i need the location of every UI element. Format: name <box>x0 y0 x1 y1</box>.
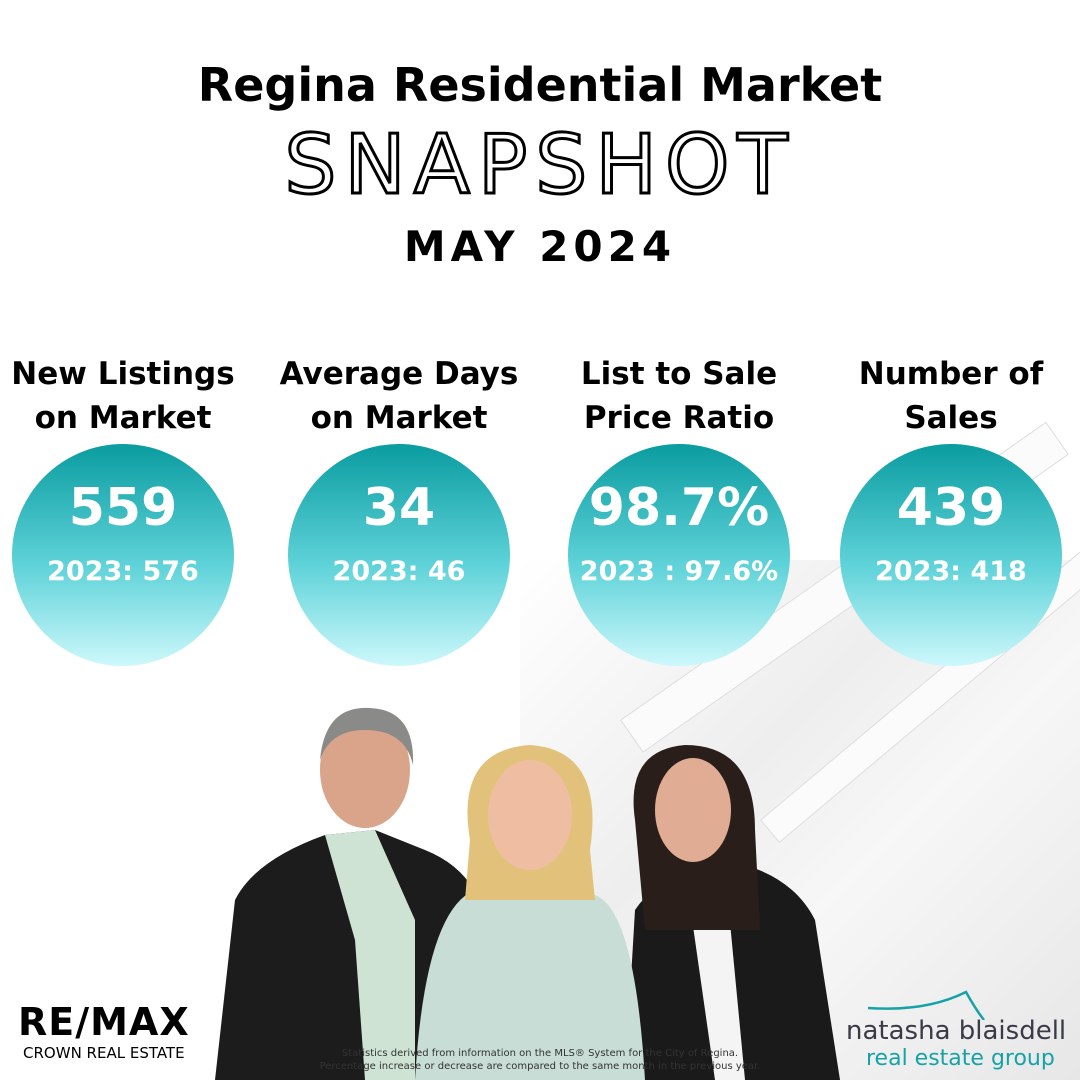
stat-label: Price Ratio <box>583 400 775 436</box>
brand-subtext: real estate group <box>866 1046 1055 1071</box>
stat-circle: 439 2023: 418 <box>840 444 1062 666</box>
disclaimer: Statistics derived from information on t… <box>300 1047 780 1073</box>
disclaimer-line: Percentage increase or decrease are comp… <box>319 1061 761 1072</box>
brand-name: natasha blaisdell <box>846 1016 1067 1046</box>
stat-value: 98.7% <box>588 478 770 538</box>
stat-label: Average Days <box>279 356 519 392</box>
stat-label: New Listings <box>11 356 235 392</box>
stat-label: List to Sale <box>580 356 778 392</box>
remax-logo-subtext: CROWN REAL ESTATE <box>23 1044 185 1062</box>
stat-value: 439 <box>896 478 1006 538</box>
stat-previous: 2023: 576 <box>47 556 199 587</box>
stat-previous: 2023: 418 <box>875 556 1027 587</box>
stat-list-to-sale: List to Sale Price Ratio 98.7% 2023 : 97.6… <box>544 352 814 666</box>
stat-circle: 98.7% 2023 : 97.6% <box>568 444 790 666</box>
report-month: MAY 2024 <box>403 222 677 271</box>
remax-logo-text: RE/MAX <box>18 1000 190 1044</box>
stat-label: on Market <box>34 400 212 436</box>
disclaimer-line: Statistics derived from information on t… <box>341 1048 739 1059</box>
stat-value: 34 <box>362 478 436 538</box>
page-title: Regina Residential Market <box>197 58 883 112</box>
stat-circle: 559 2023: 576 <box>12 444 234 666</box>
stat-value: 559 <box>68 478 178 538</box>
stat-number-of-sales: Number of Sales 439 2023: 418 <box>816 352 1080 666</box>
brand-logo: natasha blaisdell real estate group <box>846 990 1066 1071</box>
team-photo <box>215 707 840 1080</box>
stat-average-days: Average Days on Market 34 2023: 46 <box>264 352 534 666</box>
page-subtitle: SNAPSHOT <box>283 117 796 215</box>
stat-new-listings: New Listings on Market 559 2023: 576 <box>0 352 258 666</box>
stat-label: on Market <box>310 400 488 436</box>
stat-previous: 2023: 46 <box>332 556 466 587</box>
remax-logo: RE/MAX CROWN REAL ESTATE <box>18 1000 190 1062</box>
stat-label: Number of <box>858 356 1044 392</box>
roof-icon <box>867 990 985 1020</box>
stat-circle: 34 2023: 46 <box>288 444 510 666</box>
stat-previous: 2023 : 97.6% <box>579 556 779 587</box>
stat-label: Sales <box>904 400 998 436</box>
